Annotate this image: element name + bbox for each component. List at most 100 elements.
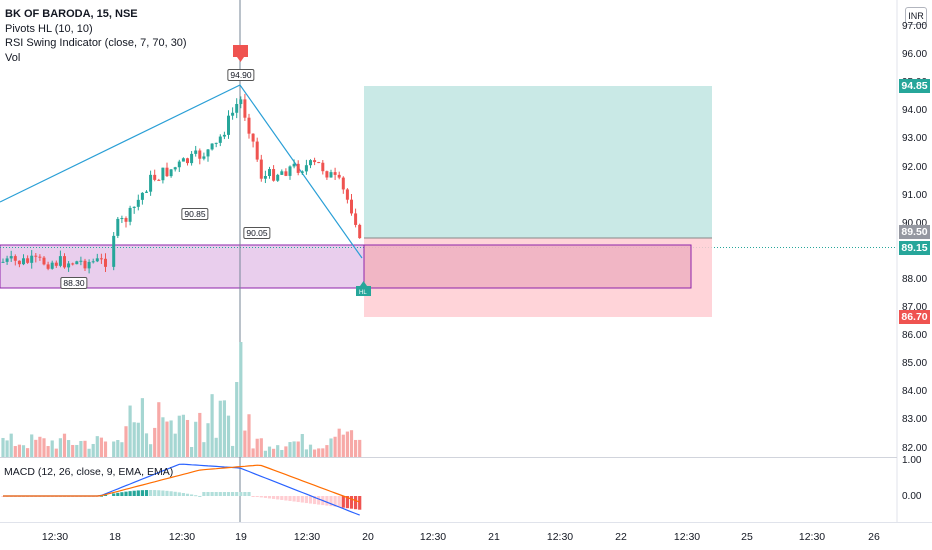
price-axis-tick: 87.00 xyxy=(902,302,928,313)
volume-bar xyxy=(62,433,67,457)
volume-bar xyxy=(1,437,5,457)
macd-histogram-bar xyxy=(239,492,243,496)
volume-bar xyxy=(210,394,214,457)
candle-body xyxy=(157,179,161,181)
candle-body xyxy=(26,258,30,263)
candle-body xyxy=(235,104,239,113)
volume-bar xyxy=(337,428,341,457)
candle-body xyxy=(259,159,263,179)
volume-bar xyxy=(239,342,243,457)
volume-bar xyxy=(38,436,42,457)
candle-body xyxy=(58,256,62,266)
candle-body xyxy=(181,158,185,162)
macd-histogram-bar xyxy=(198,495,202,497)
volume-bar xyxy=(67,440,71,457)
volume-bar xyxy=(149,444,153,457)
price-axis-tick: 88.00 xyxy=(902,273,928,285)
candle-body xyxy=(227,115,230,135)
volume-bar xyxy=(325,445,329,457)
volume-bars xyxy=(1,342,362,457)
price-axis-tick: 97.00 xyxy=(902,21,928,32)
macd-histogram-bar xyxy=(194,495,198,497)
macd-histogram-bar xyxy=(190,494,194,496)
pivot-high-label: 94.90 xyxy=(227,69,255,81)
candle-body xyxy=(239,99,243,105)
time-axis-tick: 12:30 xyxy=(673,531,701,543)
volume-indicator-label[interactable]: Vol xyxy=(5,51,21,64)
volume-bar xyxy=(276,445,280,457)
candle-body xyxy=(128,207,132,222)
signal-line xyxy=(3,464,360,503)
price-axis-tick: 93.00 xyxy=(902,133,928,145)
candle-body xyxy=(75,261,79,265)
macd-histogram-bar xyxy=(231,492,235,496)
candle-body xyxy=(87,261,91,269)
macd-histogram-bar xyxy=(276,496,280,500)
symbol-title[interactable]: BK OF BARODA, 15, NSE xyxy=(5,8,138,20)
volume-bar xyxy=(116,440,120,457)
candle-body xyxy=(169,169,173,177)
macd-histogram-bar xyxy=(358,496,362,510)
macd-histogram-bar xyxy=(300,496,304,503)
candle-body xyxy=(42,257,46,265)
candle-body xyxy=(255,141,259,160)
candle-body xyxy=(276,174,280,181)
candle-body xyxy=(329,172,333,178)
candle-body xyxy=(161,167,165,181)
candle-body xyxy=(177,161,181,168)
volume-bar xyxy=(313,449,317,457)
volume-bar xyxy=(177,415,181,457)
macd-indicator-label[interactable]: MACD (12, 26, close, 9, EMA, EMA) xyxy=(4,466,174,478)
volume-bar xyxy=(54,448,58,457)
candle-body xyxy=(91,261,95,263)
candle-body xyxy=(198,150,202,159)
candle-body xyxy=(145,191,148,193)
volume-bar xyxy=(99,437,103,457)
candle-body xyxy=(149,174,153,192)
time-axis-tick: 19 xyxy=(235,531,247,543)
macd-histogram-bar xyxy=(337,496,341,508)
time-axis-tick: 25 xyxy=(741,531,753,543)
volume-bar xyxy=(259,438,263,457)
time-axis-tick: 12:30 xyxy=(41,531,69,543)
macd-histogram-bar xyxy=(255,496,259,497)
candle-body xyxy=(5,258,9,262)
candle-body xyxy=(304,165,308,172)
candle-body xyxy=(95,258,99,262)
macd-histogram-bar xyxy=(333,496,337,507)
volume-bar xyxy=(321,448,325,457)
macd-histogram-bar xyxy=(292,496,296,502)
currency-button[interactable]: INR xyxy=(905,7,927,25)
macd-histogram-bar xyxy=(140,490,144,496)
macd-histogram-bar xyxy=(181,493,185,496)
macd-histogram-bar xyxy=(288,496,292,501)
volume-bar xyxy=(13,446,17,457)
price-axis-tick: 91.00 xyxy=(902,189,928,201)
macd-histogram-bar xyxy=(222,492,226,496)
pivots-indicator-label[interactable]: Pivots HL (10, 10) xyxy=(5,22,93,35)
chart-legend: BK OF BARODA, 15, NSE Pivots HL (10, 10)… xyxy=(5,7,187,65)
rsi-indicator-label[interactable]: RSI Swing Indicator (close, 7, 70, 30) xyxy=(5,37,187,49)
macd-histogram-bar xyxy=(218,492,222,496)
price-axis-tick: 86.00 xyxy=(902,330,928,342)
last-price-tag: 89.15 xyxy=(899,241,930,255)
candle-body xyxy=(247,117,251,134)
macd-histogram-bar xyxy=(165,490,169,496)
volume-bar xyxy=(280,449,284,457)
volume-bar xyxy=(124,426,128,457)
time-axis-tick: 12:30 xyxy=(546,531,574,543)
volume-bar xyxy=(243,430,247,457)
volume-bar xyxy=(71,444,75,457)
macd-histogram-bar xyxy=(161,490,165,496)
candle-body xyxy=(13,256,17,261)
demand-zone xyxy=(0,244,365,289)
macd-histogram-bar xyxy=(173,491,177,496)
candle-body xyxy=(210,143,214,150)
candle-body xyxy=(317,162,321,164)
candle-body xyxy=(296,163,300,173)
candle-body xyxy=(34,255,38,257)
volume-bar xyxy=(165,421,169,457)
candle-body xyxy=(309,160,312,166)
price-axis-tick: 84.00 xyxy=(902,386,928,398)
